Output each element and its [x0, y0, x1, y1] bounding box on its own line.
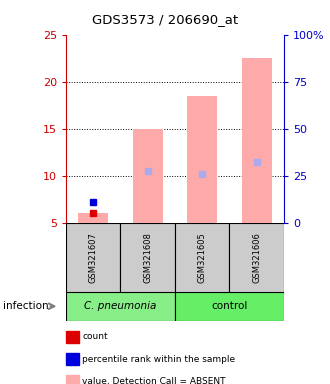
Bar	[229, 223, 284, 292]
Text: GDS3573 / 206690_at: GDS3573 / 206690_at	[92, 13, 238, 26]
Text: count: count	[82, 332, 108, 341]
Text: GSM321607: GSM321607	[89, 232, 98, 283]
Bar	[133, 129, 163, 223]
Text: control: control	[211, 301, 248, 311]
Text: infection: infection	[3, 301, 49, 311]
Bar	[175, 292, 284, 321]
Text: GSM321606: GSM321606	[252, 232, 261, 283]
Bar	[242, 58, 272, 223]
Bar	[78, 214, 108, 223]
Bar	[120, 223, 175, 292]
Text: percentile rank within the sample: percentile rank within the sample	[82, 354, 236, 364]
Bar	[175, 223, 229, 292]
Bar	[187, 96, 217, 223]
Text: GSM321605: GSM321605	[198, 232, 207, 283]
Text: GSM321608: GSM321608	[143, 232, 152, 283]
Bar	[66, 223, 120, 292]
Text: value, Detection Call = ABSENT: value, Detection Call = ABSENT	[82, 377, 226, 384]
Text: C. pneumonia: C. pneumonia	[84, 301, 157, 311]
Bar	[66, 292, 175, 321]
